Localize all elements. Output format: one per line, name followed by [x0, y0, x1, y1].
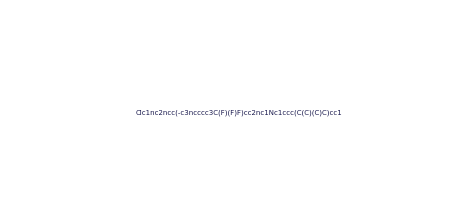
Text: Clc1nc2ncc(-c3ncccc3C(F)(F)F)cc2nc1Nc1ccc(C(C)(C)C)cc1: Clc1nc2ncc(-c3ncccc3C(F)(F)F)cc2nc1Nc1cc…: [136, 110, 342, 116]
